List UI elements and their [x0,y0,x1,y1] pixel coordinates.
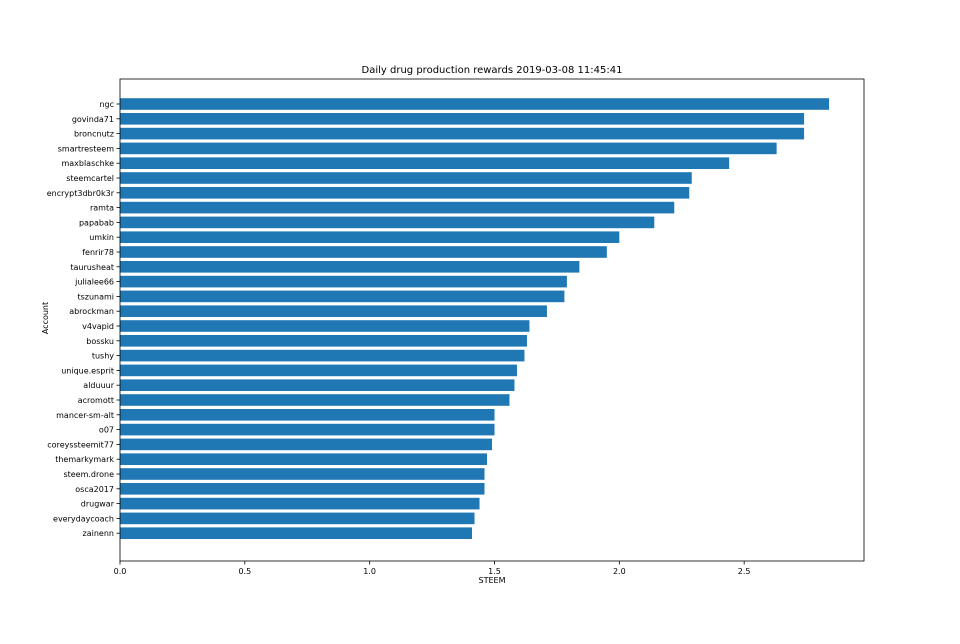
bar-v4vapid [120,320,530,332]
y-tick-label: o07 [99,426,114,435]
bar-ramta [120,201,675,214]
bar-everydaycoach [120,512,475,525]
bar-o07 [120,423,495,436]
y-tick-label: umkin [89,233,114,242]
y-tick-label: smartresteem [58,144,114,153]
x-tick-label: 2.5 [738,567,751,576]
y-tick-label: tszunami [77,292,114,301]
bar-zainenn [120,527,473,539]
y-tick-label: broncnutz [74,130,114,139]
y-tick-label: bossku [86,337,114,346]
y-tick-label: zainenn [83,529,114,538]
bar-mancer-sm-alt [120,409,495,421]
y-axis-label: Account [41,302,50,334]
y-tick-label: julialee66 [74,278,114,287]
y-tick-label: mancer-sm-alt [56,411,114,420]
bar-alduuur [120,379,515,391]
y-tick-label: taurusheat [70,263,114,272]
y-tick-label: papabab [79,218,114,227]
y-tick-label: govinda71 [72,115,114,124]
bar-themarkymark [120,453,488,465]
bar-abrockman [120,305,547,317]
bars-layer [120,98,830,539]
y-tick-label: maxblaschke [61,159,114,168]
bar-maxblaschke [120,157,730,169]
y-tick-label: ngc [99,100,114,109]
bar-osca2017 [120,483,485,495]
y-tick-label: alduuur [83,381,114,390]
x-tick-label: 0.5 [238,567,251,576]
bar-coreyssteemit77 [120,438,492,451]
x-tick-label: 1.5 [488,567,501,576]
bar-encrypt3dbr0k3r [120,187,690,199]
bar-bossku [120,335,527,347]
x-axis-label: STEEM [479,576,506,585]
y-tick-label: coreyssteemit77 [47,440,114,449]
y-tick-label: everydaycoach [53,514,114,523]
bar-drugwar [120,497,480,510]
bar-ngc [120,98,830,110]
bar-unique.esprit [120,364,517,377]
y-tick-label: unique.esprit [61,366,114,375]
y-tick-label: steemcartel [66,174,114,183]
bar-fenrir78 [120,246,607,258]
y-tick-label: ramta [90,204,114,213]
bar-tszunami [120,290,565,303]
bar-umkin [120,231,620,243]
y-tick-label: tushy [92,352,114,361]
y-tick-label: fenrir78 [82,248,114,257]
x-tick-label: 1.0 [363,567,376,576]
bar-tushy [120,349,525,362]
y-tick-label: steem.drone [63,470,114,479]
y-tick-label: osca2017 [75,485,114,494]
bar-broncnutz [120,127,805,140]
axes-layer: ngc govinda71 broncnutz smartresteem maxblas… [47,78,865,576]
plot-frame [119,78,865,562]
y-tick-label: v4vapid [82,322,114,331]
y-tick-label: drugwar [81,500,115,509]
bar-smartresteem [120,142,777,155]
x-tick-label: 2.0 [613,567,626,576]
bar-steemcartel [120,172,692,184]
bar-govinda71 [120,113,805,125]
chart-title: Daily drug production rewards 2019-03-08… [362,65,623,76]
x-tick-label: 0.0 [114,567,127,576]
bar-papabab [120,216,655,229]
bar-taurusheat [120,261,580,273]
y-tick-label: abrockman [69,307,114,316]
bar-acromott [120,394,510,406]
y-tick-label: encrypt3dbr0k3r [47,189,115,198]
bar-julialee66 [120,275,567,288]
y-tick-label: themarkymark [55,455,114,464]
y-tick-label: acromott [78,396,114,405]
bar-steem.drone [120,468,485,480]
